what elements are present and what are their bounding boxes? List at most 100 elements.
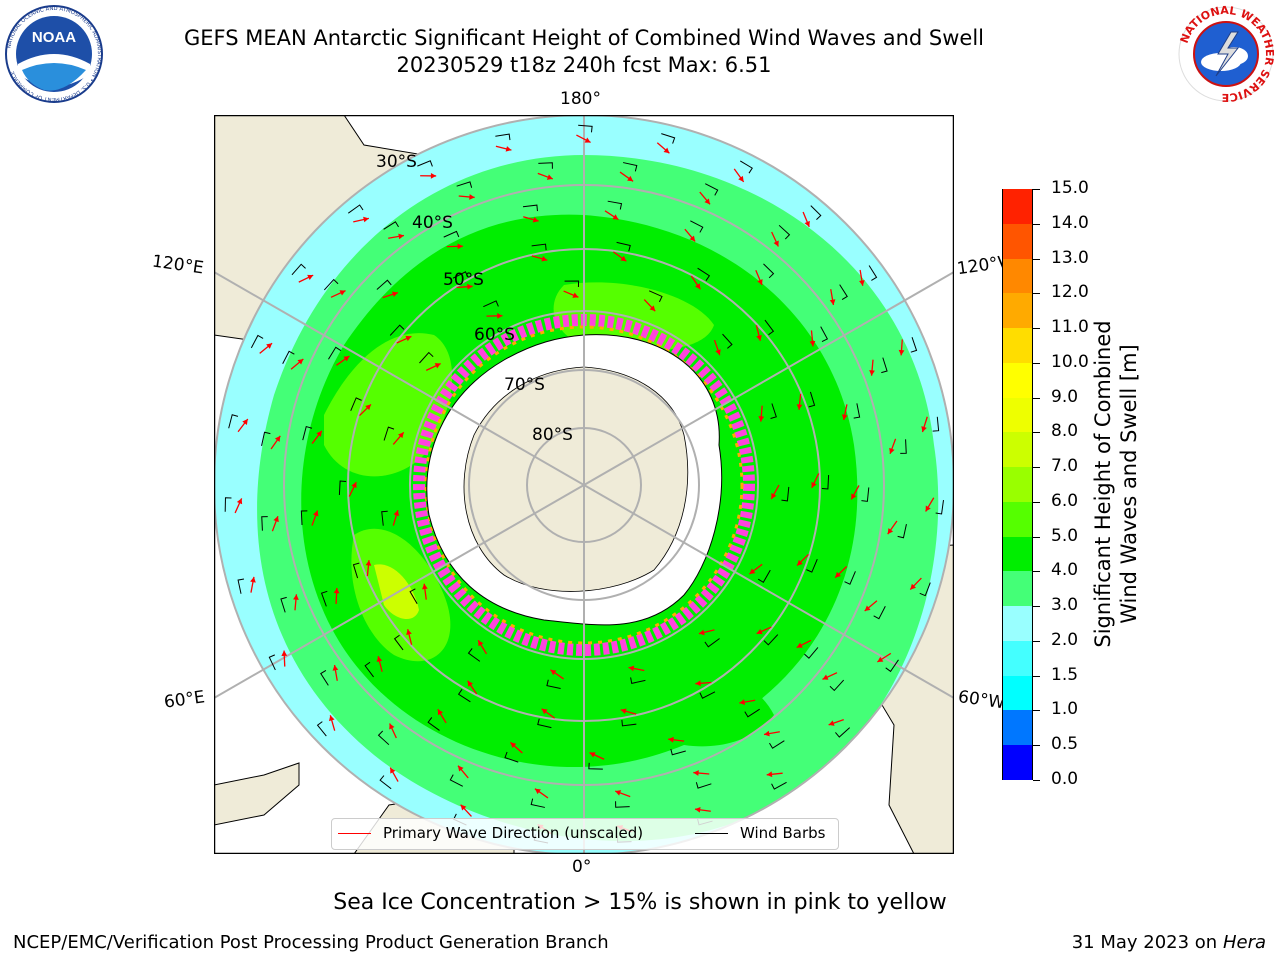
wave-direction-arrowhead <box>715 349 721 356</box>
wind-barb <box>282 350 295 364</box>
wind-barb <box>910 336 918 353</box>
lat-label-40s: 40°S <box>412 213 453 233</box>
wave-direction-arrowhead <box>771 493 777 500</box>
wind-barb <box>835 727 851 738</box>
colorbar-tick-label: 2.0 <box>1051 629 1079 650</box>
wave-direction-arrowhead <box>627 175 634 182</box>
wind-barb <box>885 659 899 673</box>
wind-barb <box>495 133 511 141</box>
wave-direction-arrowhead <box>889 447 895 454</box>
wave-direction-arrowhead <box>339 290 346 296</box>
wave-direction-arrowhead <box>316 430 322 437</box>
wave-direction-arrowhead <box>796 404 803 410</box>
colorbar-tick-label: 13.0 <box>1051 247 1089 268</box>
legend-wave-label: Primary Wave Direction (unscaled) <box>383 824 644 842</box>
wave-direction-arrowhead <box>365 560 372 566</box>
wind-barb <box>261 516 268 531</box>
lon-label-lower-right: 60°W <box>956 687 1004 713</box>
wind-barb <box>316 721 327 737</box>
wind-barb <box>417 160 433 167</box>
wind-barb <box>531 243 547 251</box>
wind-barb <box>224 497 232 512</box>
wind-barb <box>347 204 364 214</box>
wave-direction-arrowhead <box>297 358 304 365</box>
wind-barb <box>763 634 779 646</box>
wave-direction-arrowhead <box>628 665 635 672</box>
wind-barb <box>770 403 777 420</box>
wind-barb <box>769 740 785 749</box>
wind-barb <box>897 524 907 539</box>
wave-direction-arrowhead <box>925 505 931 512</box>
colorbar-segment <box>1003 362 1032 398</box>
colorbar-tick-label: 5.0 <box>1051 525 1079 546</box>
wind-barb <box>806 559 818 573</box>
wind-barb <box>820 326 829 343</box>
wind-barb <box>670 748 686 756</box>
wind-barb <box>690 220 704 233</box>
wave-direction-arrowhead <box>615 790 622 796</box>
colorbar-segment <box>1003 327 1032 363</box>
wind-barb <box>932 416 940 432</box>
wave-direction-arrowhead <box>864 605 871 612</box>
wind-barb <box>261 431 271 446</box>
colorbar-tick-label: 4.0 <box>1051 560 1079 581</box>
wind-barb <box>722 333 733 349</box>
wave-direction-arrowhead <box>376 656 383 663</box>
wave-direction-arrowhead <box>921 426 927 433</box>
colorbar-tick-label: 6.0 <box>1051 490 1079 511</box>
wind-barb <box>456 181 473 188</box>
date-text: 31 May 2023 on Hera <box>1072 932 1266 953</box>
wave-direction-arrowhead <box>620 255 627 262</box>
wave-direction-arrowhead <box>689 235 696 242</box>
colorbar-tick-label: 15.0 <box>1051 178 1089 198</box>
wind-barb <box>844 571 856 585</box>
wave-direction-arrowhead <box>589 752 596 758</box>
wave-direction-arrowhead <box>266 343 273 349</box>
wind-barb <box>522 204 538 212</box>
wave-direction-arrowhead <box>437 709 444 716</box>
noaa-logo-icon: NOAA NATIONAL OCEANIC AND ATMOSPHERIC AD… <box>4 4 104 108</box>
wind-barb <box>607 200 623 210</box>
noaa-text: NOAA <box>32 29 76 46</box>
wave-direction-arrowhead <box>694 806 701 813</box>
wave-direction-arrowhead <box>757 279 763 286</box>
wind-barb <box>704 638 720 648</box>
wave-direction-arrowhead <box>467 283 473 290</box>
colorbar-tick-label: 10.0 <box>1051 351 1089 372</box>
wave-direction-arrowhead <box>695 283 701 290</box>
wave-direction-arrowhead <box>796 642 803 648</box>
wind-barb <box>379 775 392 790</box>
wave-direction-arrowhead <box>859 280 865 286</box>
wind-barb <box>320 590 328 607</box>
colorbar-segment <box>1003 431 1032 468</box>
wave-direction-arrowhead <box>505 146 512 152</box>
wave-direction-arrowhead <box>584 137 591 143</box>
wind-barb <box>739 160 753 174</box>
wave-direction-arrowhead <box>739 699 746 705</box>
wind-barb <box>829 679 845 692</box>
wind-barb <box>861 487 870 502</box>
wind-barb <box>376 279 392 290</box>
host-name: Hera <box>1222 932 1266 953</box>
colorbar-label-line2: Wind Waves and Swell [m] <box>1117 344 1141 624</box>
wave-direction-arrowhead <box>809 340 816 347</box>
wave-direction-arrowhead <box>829 299 836 305</box>
wind-barb <box>300 510 308 526</box>
wind-barb <box>393 634 404 651</box>
wave-direction-arrowhead <box>363 216 369 223</box>
wind-barb <box>615 801 630 808</box>
wind-barb <box>821 474 830 490</box>
wave-direction-arrowhead <box>887 528 894 535</box>
wave-direction-arrowhead <box>497 312 503 319</box>
colorbar-segment <box>1003 258 1032 294</box>
colorbar-segment <box>1003 188 1032 224</box>
wave-direction-arrowhead <box>430 172 437 179</box>
wind-barb <box>467 648 481 662</box>
wind-barb <box>623 162 638 172</box>
colorbar-tick-label: 1.5 <box>1051 664 1079 685</box>
wave-direction-arrowhead <box>704 198 711 205</box>
colorbar-tick-label: 11.0 <box>1051 317 1089 338</box>
wind-barb <box>763 263 775 279</box>
wind-barb <box>328 346 342 360</box>
credit-text: NCEP/EMC/Verification Post Processing Pr… <box>13 932 609 953</box>
